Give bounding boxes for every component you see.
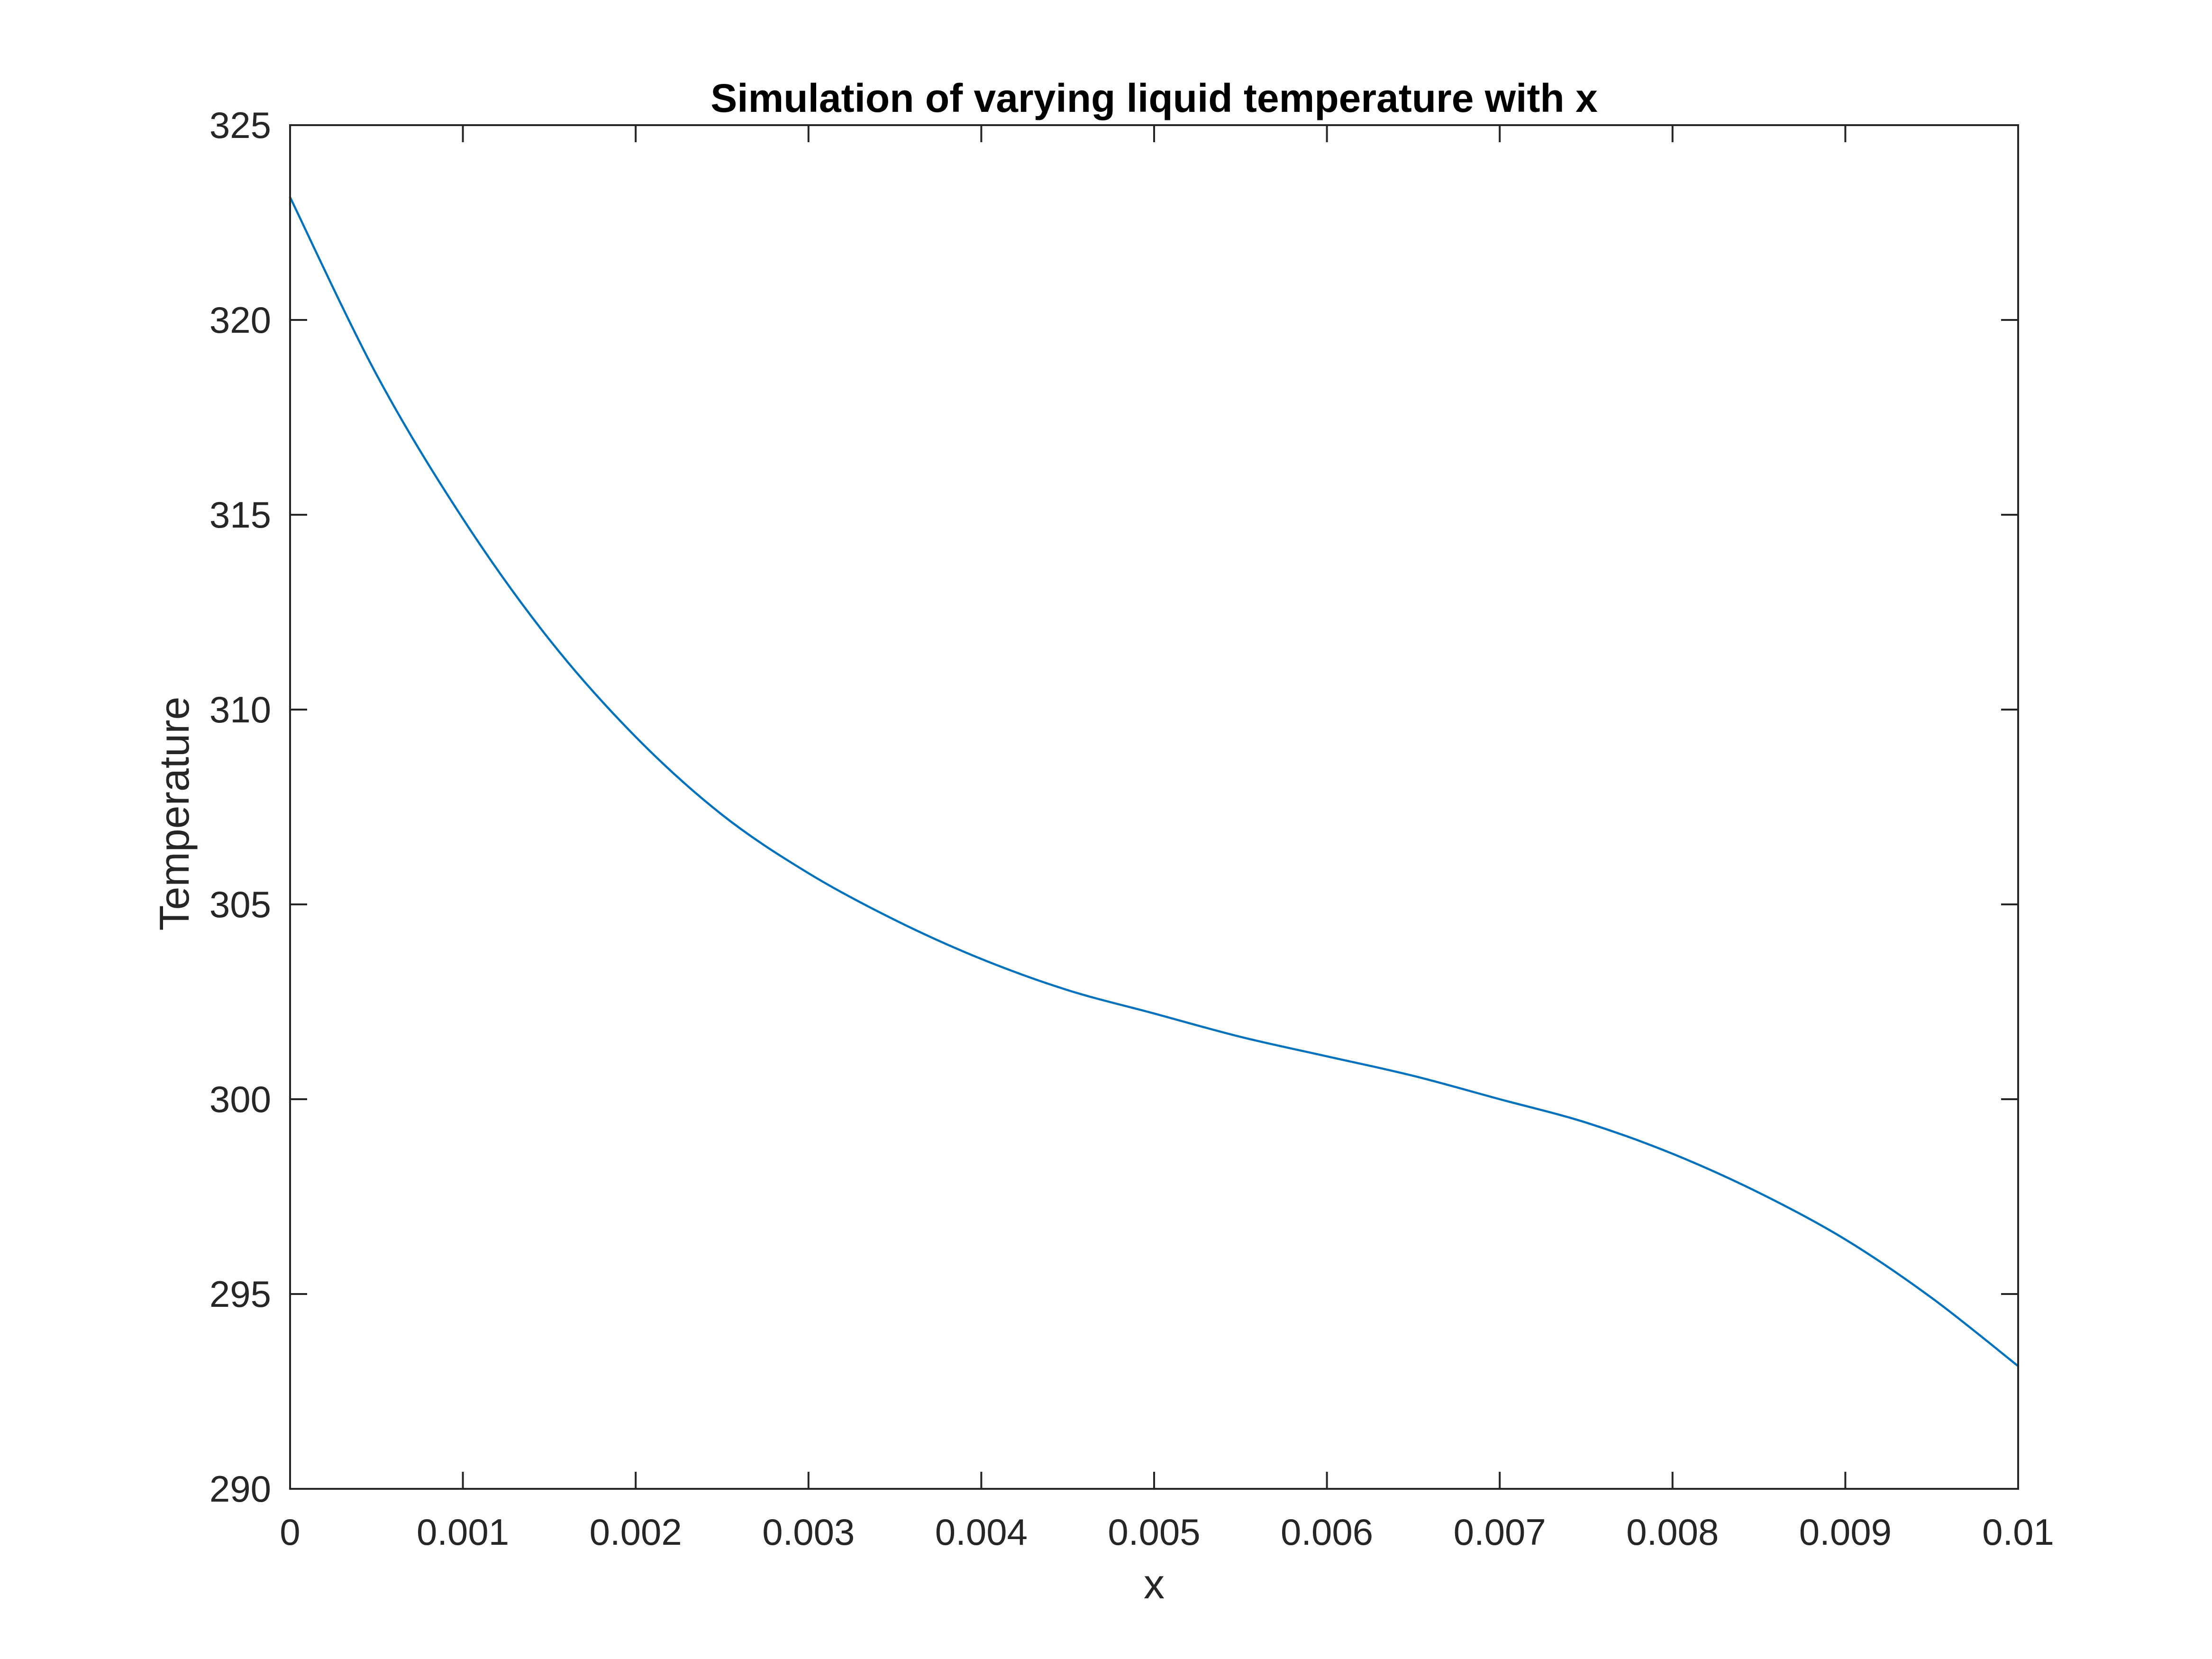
x-axis-label: x [1144,1560,1165,1607]
x-tick-label: 0.006 [1281,1511,1373,1553]
y-axis-label: Temperature [151,696,198,930]
y-tick-label: 305 [209,884,271,925]
y-tick-label: 290 [209,1468,271,1510]
axes-box [289,124,2019,1490]
x-tick-label: 0.001 [417,1511,509,1553]
y-tick-label: 300 [209,1078,271,1120]
y-tick-label: 315 [209,494,271,536]
x-tick-label: 0.008 [1626,1511,1719,1553]
x-tick-label: 0.007 [1454,1511,1546,1553]
plot-area [290,125,2018,1489]
chart-title: Simulation of varying liquid temperature… [710,76,1598,120]
x-tick-label: 0 [280,1511,300,1553]
y-tick-label: 320 [209,299,271,341]
series-line [289,196,2020,1367]
x-tick-label: 0.004 [935,1511,1028,1553]
data-layer [289,196,2020,1367]
x-tick-label: 0.002 [590,1511,682,1553]
x-tick-label: 0.005 [1108,1511,1200,1553]
y-tick-label: 325 [209,104,271,146]
x-tick-label: 0.01 [1982,1511,2054,1553]
plot-background [290,125,2018,1489]
y-tick-label: 295 [209,1273,271,1315]
x-tick-label: 0.009 [1799,1511,1892,1553]
axes-layer: 0 0.001 0.002 0.003 0.004 0.005 0.006 0.007 0.00… [209,104,2054,1553]
y-tick-label: 310 [209,689,271,730]
x-tick-label: 0.003 [762,1511,855,1553]
